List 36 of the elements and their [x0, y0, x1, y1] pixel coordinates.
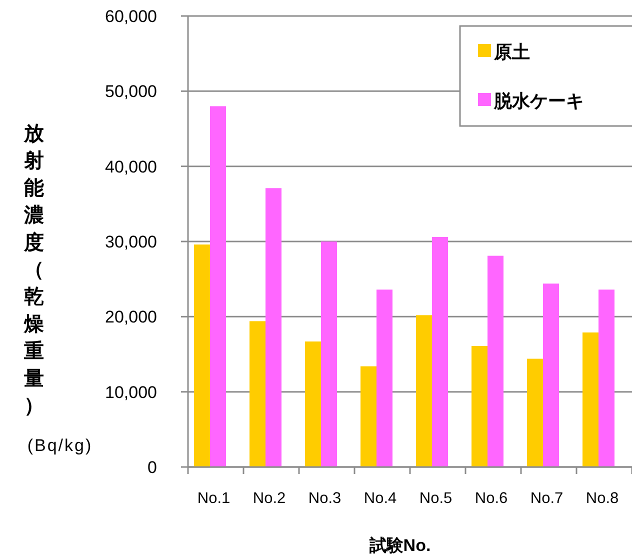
x-tick-label: No.3 [308, 490, 342, 507]
bar [543, 284, 559, 467]
x-tick-label: No.5 [419, 490, 452, 507]
bar [376, 290, 392, 467]
y-tick-label: 60,000 [105, 7, 157, 26]
y-tick-label: 0 [148, 458, 157, 477]
y-tick-label: 10,000 [105, 382, 157, 402]
legend-label: 脱水ケーキ [493, 91, 584, 111]
bar [321, 242, 337, 467]
bar [266, 188, 282, 467]
bar [527, 358, 543, 467]
x-axis-title: 試験No. [368, 536, 431, 555]
x-tick-label: No.1 [197, 490, 230, 507]
legend-label: 原土 [493, 42, 530, 62]
bar [598, 290, 614, 467]
x-tick-label: No.4 [364, 490, 397, 507]
bar [432, 236, 448, 467]
x-tick-label: No.8 [586, 490, 619, 507]
text: (Bq/kg) [27, 436, 93, 455]
bar [305, 341, 321, 467]
y-tick-label: 30,000 [105, 232, 157, 252]
bar [194, 244, 210, 467]
bar [360, 366, 376, 467]
y-tick-label: 40,000 [105, 157, 157, 176]
bar [416, 315, 432, 467]
bar [488, 256, 504, 467]
x-tick-label: No.7 [530, 490, 564, 507]
x-tick-label: No.2 [252, 490, 286, 507]
x-tick-label: No.6 [474, 490, 508, 507]
text: 放射能濃度（乾燥重量） [24, 123, 44, 417]
y-tick-label: 50,000 [105, 82, 157, 102]
y-tick-label: 20,000 [105, 308, 157, 327]
bar [582, 332, 598, 467]
bar [472, 346, 488, 467]
bar [250, 321, 266, 467]
bar [210, 106, 226, 467]
